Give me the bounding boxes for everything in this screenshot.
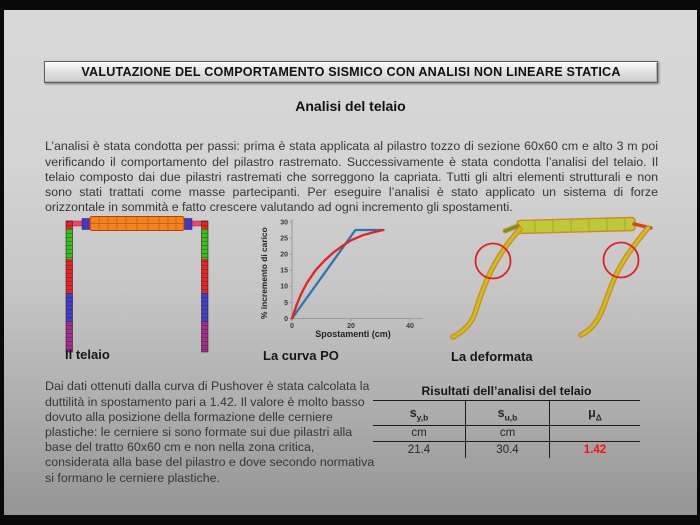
results-table-grid: sy,b su,b μΔ cm cm 21.4 30.4 1.42 xyxy=(373,400,640,458)
slide: VALUTAZIONE DEL COMPORTAMENTO SISMICO CO… xyxy=(4,10,697,515)
frame-right-joint xyxy=(183,218,193,230)
frame-left-column xyxy=(65,220,73,353)
left-hinge-circle xyxy=(474,242,512,280)
frame-right-column xyxy=(201,220,209,353)
results-table-title: Risultati dell’analisi del telaio xyxy=(421,384,592,398)
slide-subtitle: Analisi del telaio xyxy=(295,98,406,114)
slide-title-bar: VALUTAZIONE DEL COMPORTAMENTO SISMICO CO… xyxy=(44,61,658,83)
svg-text:5: 5 xyxy=(284,300,288,307)
results-table: Risultati dell’analisi del telaio sy,b s… xyxy=(373,382,640,458)
table-header-mu: μΔ xyxy=(550,401,640,426)
right-hinge-circle xyxy=(602,241,640,279)
slide-title: VALUTAZIONE DEL COMPORTAMENTO SISMICO CO… xyxy=(81,65,621,79)
table-header-sy: sy,b xyxy=(373,401,466,426)
table-unit-mu xyxy=(550,426,640,442)
svg-text:25: 25 xyxy=(280,235,288,242)
svg-text:15: 15 xyxy=(280,268,288,275)
svg-text:0: 0 xyxy=(284,316,288,323)
frame-figure xyxy=(65,216,209,353)
po-chart: 0 5 10 15 20 25 30 0 20 40 % incremento di carico… xyxy=(259,219,423,339)
table-value-ductility: 1.42 xyxy=(583,444,607,456)
frame-left-joint xyxy=(81,218,91,230)
svg-text:20: 20 xyxy=(347,323,355,330)
svg-text:10: 10 xyxy=(280,284,288,291)
chart-x-label: Spostamenti (cm) xyxy=(315,329,391,339)
svg-text:40: 40 xyxy=(406,323,414,330)
svg-text:20: 20 xyxy=(280,252,288,259)
svg-text:30: 30 xyxy=(280,219,288,226)
deformed-caption: La deformata xyxy=(451,349,533,364)
curve-caption: La curva PO xyxy=(263,348,339,363)
discussion-paragraph: Dai dati ottenuti dalla curva di Pushove… xyxy=(45,379,375,485)
table-value-su: 30.4 xyxy=(466,442,550,458)
deformed-beam xyxy=(516,216,636,235)
deformed-shape-figure xyxy=(450,216,653,340)
table-value-sy: 21.4 xyxy=(373,442,466,458)
chart-ticks: 0 5 10 15 20 25 30 0 20 40 xyxy=(280,219,414,330)
chart-y-label: % incremento di carico xyxy=(259,227,269,319)
table-unit-su: cm xyxy=(466,426,550,442)
chart-series xyxy=(290,228,385,320)
table-unit-sy: cm xyxy=(373,426,466,442)
frame-caption: Il telaio xyxy=(65,347,110,362)
intro-paragraph: L’analisi è stata condotta per passi: pr… xyxy=(45,139,658,215)
svg-text:0: 0 xyxy=(290,323,294,330)
table-header-su: su,b xyxy=(466,401,550,426)
